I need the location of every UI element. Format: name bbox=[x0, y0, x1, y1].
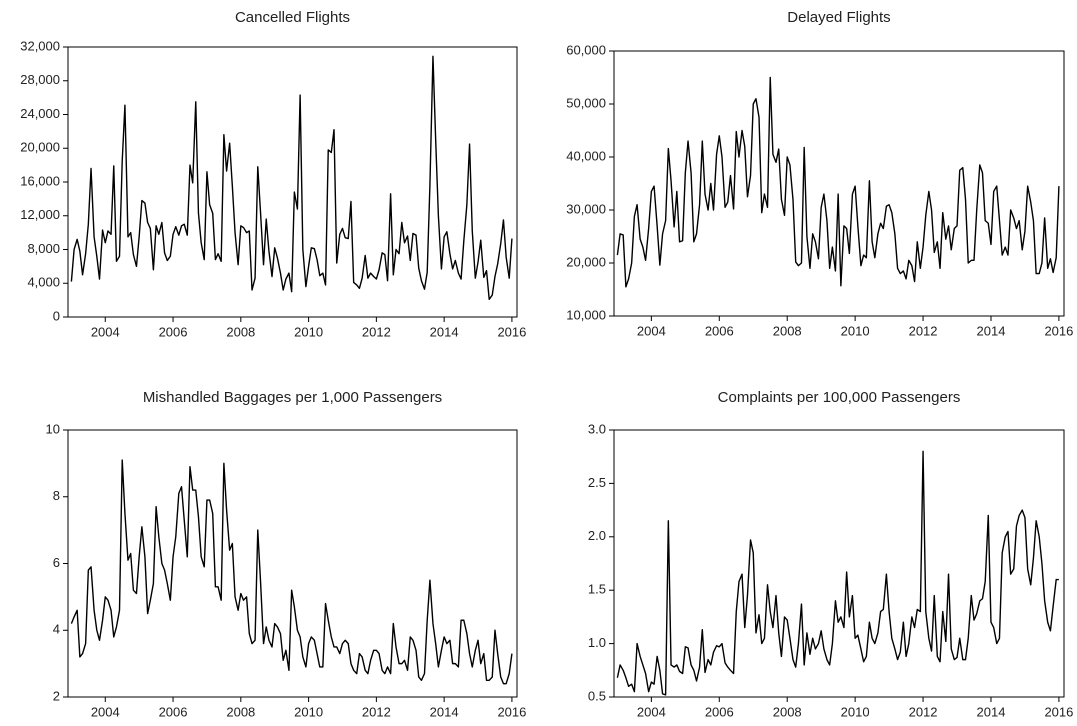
x-tick-label: 2008 bbox=[226, 704, 255, 719]
data-line bbox=[616, 450, 1059, 696]
x-tick-label: 2014 bbox=[430, 704, 459, 719]
x-tick-label: 2016 bbox=[1044, 704, 1073, 719]
x-tick-label: 2012 bbox=[909, 323, 938, 338]
x-tick-label: 2012 bbox=[362, 324, 391, 339]
x-tick-label: 2008 bbox=[773, 704, 802, 719]
y-tick-label: 16,000 bbox=[20, 173, 60, 188]
x-tick-label: 2004 bbox=[637, 323, 666, 338]
x-tick-label: 2014 bbox=[977, 704, 1006, 719]
y-tick-label: 32,000 bbox=[20, 38, 60, 53]
x-tick-label: 2014 bbox=[430, 324, 459, 339]
data-line bbox=[616, 76, 1060, 288]
y-tick-label: 4,000 bbox=[27, 275, 60, 290]
y-tick-label: 3.0 bbox=[588, 421, 606, 436]
y-tick-label: 8 bbox=[53, 488, 60, 503]
y-tick-label: 20,000 bbox=[20, 140, 60, 155]
x-tick-label: 2006 bbox=[159, 704, 188, 719]
x-tick-label: 2012 bbox=[362, 704, 391, 719]
data-line bbox=[70, 55, 513, 300]
plot-frame bbox=[67, 429, 518, 698]
y-tick-label: 2 bbox=[53, 688, 60, 703]
chart-title: Complaints per 100,000 Passengers bbox=[718, 389, 961, 406]
plot-frame bbox=[613, 429, 1065, 698]
x-tick-label: 2016 bbox=[497, 324, 526, 339]
y-tick-label: 40,000 bbox=[566, 148, 606, 163]
x-tick-label: 2010 bbox=[841, 323, 870, 338]
x-tick-label: 2004 bbox=[91, 704, 120, 719]
data-line bbox=[70, 459, 513, 685]
plot-frame bbox=[613, 50, 1065, 317]
y-tick-label: 2.0 bbox=[588, 528, 606, 543]
x-tick-label: 2006 bbox=[705, 704, 734, 719]
y-tick-label: 28,000 bbox=[20, 72, 60, 87]
x-tick-label: 2006 bbox=[159, 324, 188, 339]
y-tick-label: 12,000 bbox=[20, 207, 60, 222]
y-tick-label: 6 bbox=[53, 555, 60, 570]
y-tick-label: 50,000 bbox=[566, 95, 606, 110]
y-tick-label: 30,000 bbox=[566, 201, 606, 216]
x-tick-label: 2016 bbox=[1044, 323, 1073, 338]
chart-title: Cancelled Flights bbox=[235, 9, 350, 26]
x-tick-label: 2010 bbox=[841, 704, 870, 719]
x-tick-label: 2008 bbox=[226, 324, 255, 339]
x-tick-label: 2004 bbox=[91, 324, 120, 339]
x-tick-label: 2012 bbox=[909, 704, 938, 719]
y-tick-label: 4 bbox=[53, 622, 60, 637]
x-tick-label: 2010 bbox=[294, 704, 323, 719]
y-tick-label: 0.5 bbox=[588, 688, 606, 703]
y-tick-label: 20,000 bbox=[566, 254, 606, 269]
chart-title: Delayed Flights bbox=[787, 9, 890, 26]
y-tick-label: 10,000 bbox=[566, 307, 606, 322]
x-tick-label: 2004 bbox=[637, 704, 666, 719]
y-tick-label: 60,000 bbox=[566, 42, 606, 57]
x-tick-label: 2010 bbox=[294, 324, 323, 339]
y-tick-label: 10 bbox=[46, 421, 60, 436]
chart-title: Mishandled Baggages per 1,000 Passengers bbox=[143, 389, 442, 406]
x-tick-label: 2014 bbox=[977, 323, 1006, 338]
y-tick-label: 0 bbox=[53, 308, 60, 323]
x-tick-label: 2016 bbox=[497, 704, 526, 719]
y-tick-label: 1.5 bbox=[588, 582, 606, 597]
x-tick-label: 2008 bbox=[773, 323, 802, 338]
y-tick-label: 1.0 bbox=[588, 635, 606, 650]
y-tick-label: 8,000 bbox=[27, 241, 60, 256]
y-tick-label: 24,000 bbox=[20, 106, 60, 121]
x-tick-label: 2006 bbox=[705, 323, 734, 338]
y-tick-label: 2.5 bbox=[588, 475, 606, 490]
